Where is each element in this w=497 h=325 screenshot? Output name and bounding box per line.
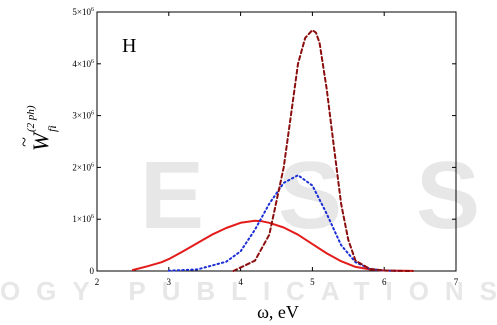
y-tick-mantissa: 2×10	[72, 162, 91, 172]
y-tick-label: 3×106	[72, 111, 94, 121]
panel-label: H	[122, 35, 136, 57]
x-tick-label: 2	[95, 277, 100, 287]
x-tick-label: 7	[454, 277, 459, 287]
plot-area	[96, 11, 457, 272]
series-line-dashed	[232, 29, 414, 272]
y-tick-mantissa: 0	[90, 266, 95, 276]
x-tick-label: 4	[238, 277, 243, 287]
svg-text:OGY PUBLICATIONS: OGY PUBLICATIONS	[0, 276, 497, 306]
x-tick-label: 3	[167, 277, 172, 287]
svg-text:ESS: ESS	[140, 142, 480, 249]
x-tick-label: 6	[382, 277, 387, 287]
series-layer	[131, 29, 414, 272]
y-tick-exponent: 6	[91, 111, 94, 117]
y-axis-label-symbol: W	[28, 131, 53, 151]
y-tick-label: 2×106	[72, 162, 94, 172]
y-tick-label: 5×106	[72, 7, 94, 17]
x-tick-label: 5	[310, 277, 315, 287]
x-axis-label: ω, eV	[257, 302, 299, 322]
y-tick-label: 4×106	[72, 59, 94, 69]
series-line-solid	[131, 219, 414, 272]
y-axis-label-accent: ~	[14, 137, 34, 147]
y-tick-mantissa: 1×10	[72, 214, 91, 224]
y-axis-label-superscript: (2 ph)	[25, 105, 37, 132]
y-tick-exponent: 6	[91, 162, 94, 168]
y-tick-exponent: 6	[91, 214, 94, 220]
y-tick-exponent: 6	[91, 7, 94, 13]
y-tick-mantissa: 5×10	[72, 7, 91, 17]
y-tick-mantissa: 4×10	[72, 59, 91, 69]
y-tick-label: 0	[90, 266, 95, 276]
y-tick-exponent: 6	[91, 59, 94, 65]
y-tick-mantissa: 3×10	[72, 111, 91, 121]
x-axis: 2 3 4 5 6 7	[95, 12, 459, 287]
y-axis-label: W ~ fi (2 ph)	[14, 105, 59, 151]
y-tick-label: 1×106	[72, 214, 94, 224]
y-axis-label-subscript: fi	[45, 125, 59, 132]
